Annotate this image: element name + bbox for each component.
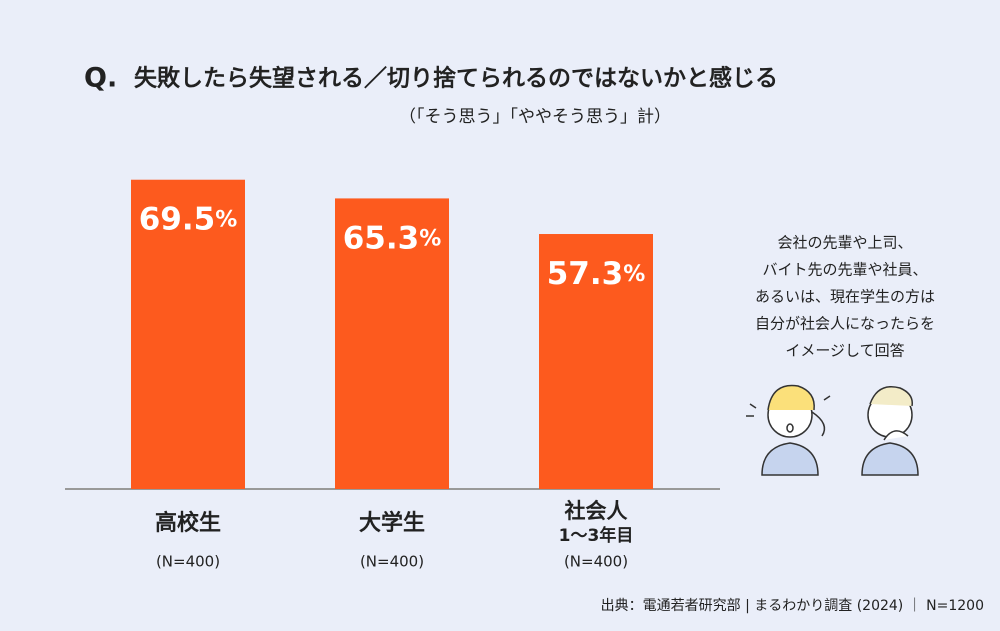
value-number: 57.3 <box>547 256 624 292</box>
note: 会社の先輩や上司、 <box>777 234 912 252</box>
sample-size: (N=400) <box>156 553 220 571</box>
value-number: 69.5 <box>139 201 216 237</box>
value-unit: % <box>215 208 237 233</box>
illustration <box>746 384 919 476</box>
subtitle: （「そう思う」「ややそう思う」計） <box>399 107 671 127</box>
value-label: 57.3% <box>547 256 646 292</box>
note: イメージして回答 <box>785 342 904 360</box>
chart-title: 失敗したら失望される／切り捨てられるのではないかと感じる <box>134 65 778 92</box>
note: バイト先の先輩や社員、 <box>762 261 927 279</box>
x-tick-label: 社会人 1〜3年目 <box>559 499 634 546</box>
x-tick-line: 社会人 <box>564 499 628 523</box>
x-tick-label: 高校生 <box>155 510 221 536</box>
sample-size: (N=400) <box>360 553 424 571</box>
value-label: 69.5% <box>139 201 238 237</box>
sample-size: (N=400) <box>564 553 628 571</box>
x-tick-line: 1〜3年目 <box>559 525 634 546</box>
value-number: 65.3 <box>343 220 420 256</box>
value-unit: % <box>623 262 645 287</box>
note: あるいは、現在学生の方は <box>755 288 935 306</box>
value-label: 65.3% <box>343 220 442 256</box>
bar <box>539 234 653 489</box>
note: 自分が社会人になったらを <box>755 315 935 333</box>
bar <box>131 179 245 489</box>
value-unit: % <box>419 226 441 251</box>
x-tick-label: 大学生 <box>359 510 425 536</box>
title-prefix: Q. <box>84 63 117 94</box>
bar <box>335 198 449 490</box>
source: 出典：電通若者研究部 | まるわかり調査 (2024) ｜ N=1200 <box>601 598 984 614</box>
